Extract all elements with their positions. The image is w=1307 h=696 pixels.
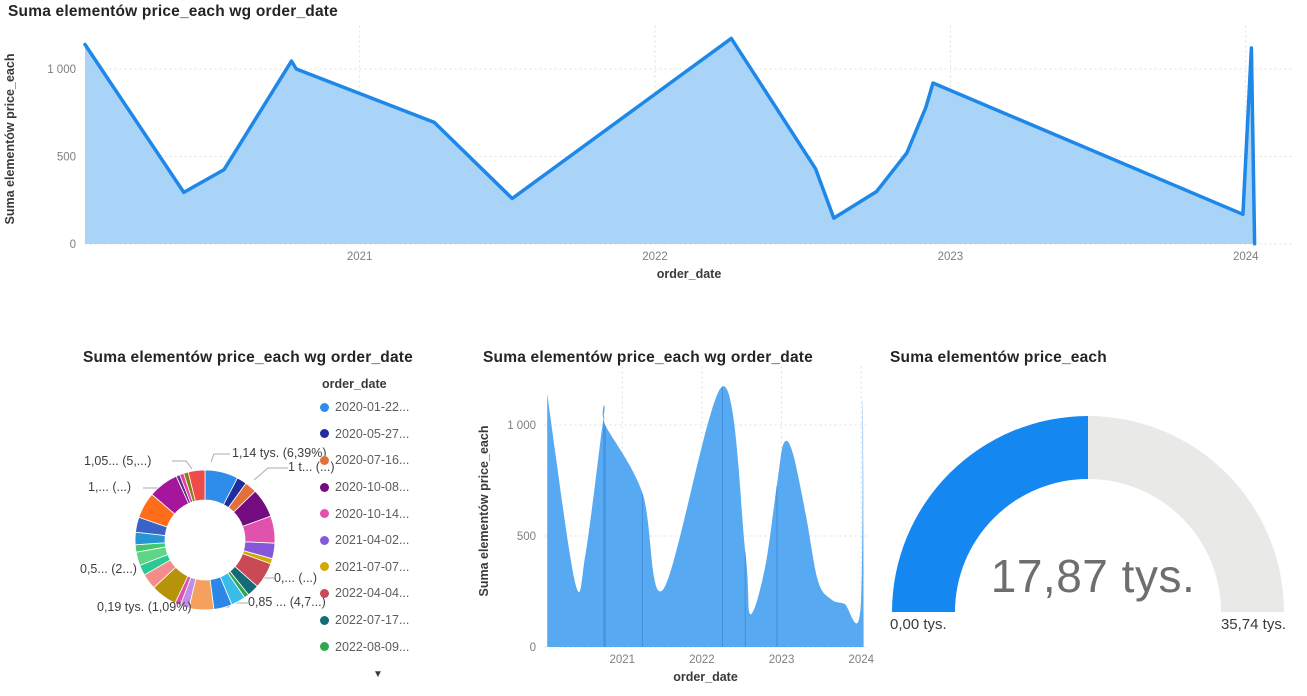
mid-chart-title: Suma elementów price_each wg order_date bbox=[483, 349, 813, 366]
area-fill[interactable] bbox=[85, 38, 1255, 245]
x-tick-label: 2022 bbox=[642, 251, 668, 263]
donut-callout: 1,05... (5,...) bbox=[84, 454, 152, 468]
legend-item[interactable]: 2020-10-14... bbox=[320, 500, 440, 527]
donut-callout: 0,19 tys. (1,09%) bbox=[97, 600, 192, 614]
gauge-min-label: 0,00 tys. bbox=[890, 616, 947, 633]
x-axis-title: order_date bbox=[673, 670, 738, 684]
legend-swatch-icon bbox=[320, 615, 329, 625]
y-tick-label: 500 bbox=[57, 152, 76, 164]
donut-chart-title: Suma elementów price_each wg order_date bbox=[83, 349, 413, 366]
legend-expand-arrow[interactable]: ▼ bbox=[373, 669, 383, 680]
legend-item[interactable]: 2020-05-27... bbox=[320, 421, 440, 448]
gauge-value: 17,87 tys. bbox=[990, 550, 1196, 602]
donut-callout: 0,... (...) bbox=[274, 571, 318, 585]
x-tick-label: 2021 bbox=[609, 654, 635, 666]
top-area-chart[interactable]: 0 500 1 000 2021 2022 2023 2024 order_date Suma … bbox=[0, 20, 1307, 290]
legend-swatch-icon bbox=[320, 588, 329, 598]
legend-item[interactable]: 2021-04-02... bbox=[320, 527, 440, 554]
x-tick-label: 2021 bbox=[347, 251, 373, 263]
legend-item-label: 2022-08-09... bbox=[335, 639, 410, 654]
area-line bbox=[83, 36, 1257, 246]
y-tick-label: 1 000 bbox=[507, 420, 536, 432]
x-tick-label: 2023 bbox=[938, 251, 964, 263]
donut-callout: 1,... (...) bbox=[88, 480, 132, 494]
top-chart-title: Suma elementów price_each wg order_date bbox=[8, 3, 338, 20]
legend-swatch-icon bbox=[320, 429, 329, 439]
x-tick-label: 2024 bbox=[848, 654, 874, 666]
legend-item-label: 2020-10-14... bbox=[335, 506, 410, 521]
legend-item-label: 2020-05-27... bbox=[335, 426, 410, 441]
legend-title: order_date bbox=[322, 377, 387, 391]
y-axis-title: Suma elementów price_each bbox=[3, 54, 17, 225]
donut-callout: 0,85 ... (4,7...) bbox=[248, 595, 326, 609]
legend-item[interactable]: 2022-08-09... bbox=[320, 633, 440, 660]
legend-item[interactable]: 2022-04-04... bbox=[320, 580, 440, 607]
legend-swatch-icon bbox=[320, 642, 329, 652]
donut-callout: 1,14 tys. (6,39%) bbox=[232, 446, 327, 460]
callout-leader-line bbox=[210, 453, 230, 463]
legend-item-label: 2022-04-04... bbox=[335, 586, 410, 601]
callout-leader-line bbox=[253, 467, 288, 481]
legend-swatch-icon bbox=[320, 562, 329, 572]
x-axis-title: order_date bbox=[657, 267, 722, 281]
callout-leader-line bbox=[172, 460, 193, 470]
legend-item-label: 2022-07-17... bbox=[335, 613, 410, 628]
gauge-max-label: 35,74 tys. bbox=[1220, 616, 1286, 633]
x-tick-label: 2023 bbox=[769, 654, 795, 666]
legend-item-label: 2021-04-02... bbox=[335, 533, 410, 548]
donut-callout: 0,5... (2...) bbox=[80, 562, 137, 576]
gauge-title: Suma elementów price_each bbox=[890, 349, 1107, 366]
y-tick-label: 500 bbox=[517, 531, 536, 543]
y-tick-label: 0 bbox=[530, 642, 536, 654]
legend-item-label: 2020-01-22... bbox=[335, 400, 410, 415]
donut-chart[interactable] bbox=[125, 460, 285, 620]
y-axis-title: Suma elementów price_each bbox=[477, 426, 491, 597]
gauge-track-arc bbox=[1088, 416, 1284, 612]
area-fill[interactable] bbox=[547, 386, 864, 647]
donut-legend: 2020-01-22... 2020-05-27... 2020-07-16... 2… bbox=[320, 394, 440, 660]
legend-item-label: 2020-10-08... bbox=[335, 480, 410, 495]
legend-item-label: 2020-07-16... bbox=[335, 453, 410, 468]
legend-swatch-icon bbox=[320, 535, 329, 545]
legend-item[interactable]: 2020-01-22... bbox=[320, 394, 440, 421]
mid-area-chart[interactable]: 0 500 1 000 2021 2022 2023 2024 order_date Suma … bbox=[455, 365, 887, 696]
legend-item[interactable]: 2021-07-07... bbox=[320, 554, 440, 581]
legend-swatch-icon bbox=[320, 455, 329, 465]
legend-swatch-icon bbox=[320, 509, 329, 519]
legend-item[interactable]: 2022-07-17... bbox=[320, 607, 440, 634]
legend-item-label: 2021-07-07... bbox=[335, 559, 410, 574]
legend-item[interactable]: 2020-07-16... bbox=[320, 447, 440, 474]
legend-swatch-icon bbox=[320, 402, 329, 412]
x-tick-label: 2022 bbox=[689, 654, 715, 666]
donut-segment[interactable] bbox=[187, 469, 206, 502]
x-tick-label: 2024 bbox=[1233, 251, 1259, 263]
y-tick-label: 0 bbox=[70, 239, 76, 251]
legend-item[interactable]: 2020-10-08... bbox=[320, 474, 440, 501]
gauge-chart[interactable] bbox=[880, 400, 1307, 632]
y-tick-label: 1 000 bbox=[47, 64, 76, 76]
legend-swatch-icon bbox=[320, 482, 329, 492]
gauge-fill-arc bbox=[892, 416, 1088, 612]
